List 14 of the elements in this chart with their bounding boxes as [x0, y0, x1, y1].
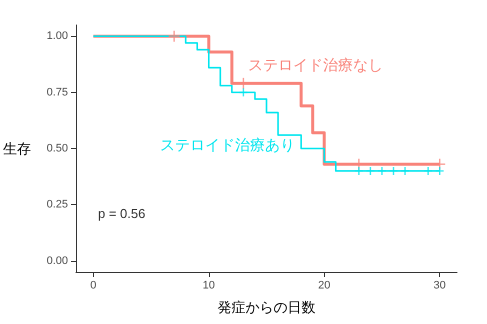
y-tick-label: 0.00: [46, 254, 68, 267]
y-tick-label: 0.50: [46, 142, 68, 154]
y-tick-label: 1.00: [46, 30, 68, 42]
y-tick-label: 0.75: [46, 86, 68, 98]
x-tick-label: 20: [318, 280, 330, 292]
series-label: ステロイド治療なし: [248, 57, 383, 74]
x-tick-label: 30: [434, 280, 446, 292]
annotation: p = 0.56: [98, 206, 146, 221]
x-tick-label: 0: [90, 280, 96, 292]
series-label: ステロイド治療あり: [160, 137, 295, 154]
y-tick-label: 0.25: [46, 198, 68, 211]
y-axis-title: 生存: [3, 140, 31, 156]
x-tick-label: 10: [202, 280, 215, 292]
x-axis-title: 発症からの日数: [218, 299, 316, 315]
